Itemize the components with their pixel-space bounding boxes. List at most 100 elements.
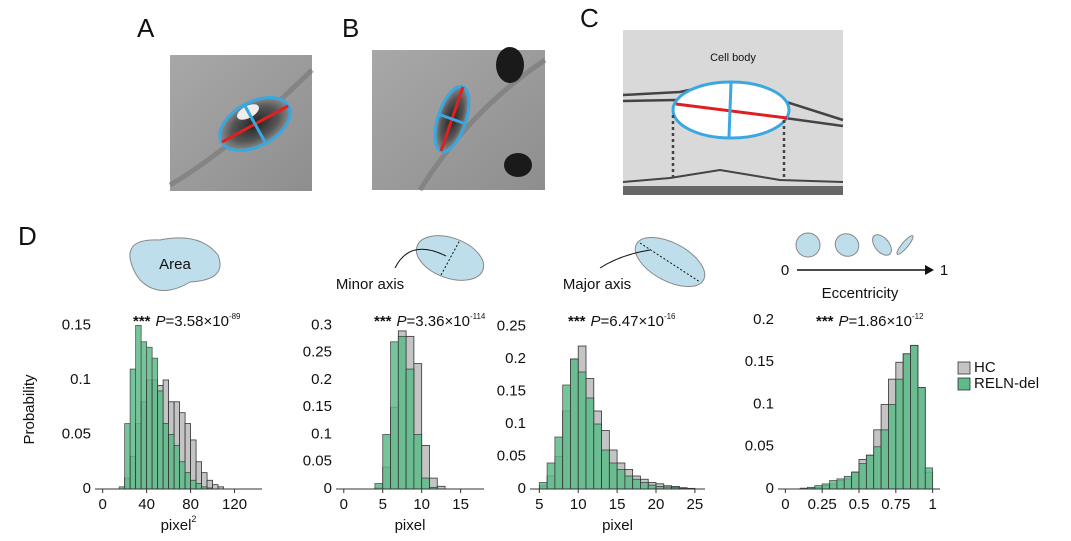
- bar: [570, 358, 579, 490]
- bar: [151, 357, 159, 490]
- y-tick-label: 0.05: [745, 438, 774, 455]
- stars: ***: [133, 313, 151, 330]
- bar: [374, 483, 384, 490]
- series: [538, 358, 688, 490]
- bar: [917, 387, 926, 490]
- y-tick-label: 0.15: [62, 316, 91, 333]
- y-tick-label: 0.2: [505, 350, 526, 367]
- y-tick-label: 0: [518, 480, 526, 497]
- y-tick-label: 0.15: [745, 353, 774, 370]
- bar: [873, 446, 882, 490]
- bar: [562, 384, 571, 490]
- y-tick-label: 0.1: [505, 415, 526, 432]
- bar: [895, 378, 904, 490]
- x-tick-label: 5: [379, 496, 387, 513]
- p-exponent: -89: [229, 312, 241, 321]
- bar: [593, 423, 602, 490]
- y-tick-label: 0: [324, 480, 332, 497]
- bar: [858, 463, 867, 490]
- y-axis-label: Probability: [21, 374, 38, 445]
- x-axis-label-sup: 2: [191, 514, 196, 524]
- bar: [888, 404, 897, 490]
- x-tick-label: 20: [648, 496, 665, 513]
- icon-label: 0: [781, 262, 789, 279]
- p-symbol: P: [156, 313, 166, 330]
- bar: [390, 341, 399, 490]
- y-tick-label: 0.05: [62, 425, 91, 442]
- legend-swatch: [957, 361, 971, 375]
- x-tick-label: 10: [570, 496, 587, 513]
- bar: [146, 346, 153, 490]
- y-tick-label: 0.05: [497, 447, 526, 464]
- bar: [865, 454, 875, 490]
- legend-label: RELN-del: [974, 375, 1039, 392]
- y-tick-label: 0: [766, 480, 774, 497]
- bar: [421, 477, 430, 490]
- cell-diagram: Cell body: [622, 30, 844, 195]
- y-tick-label: 0.1: [753, 395, 774, 412]
- legend-label: HC: [974, 359, 996, 376]
- bar: [902, 353, 911, 490]
- p-symbol: P: [397, 313, 407, 330]
- x-tick-label: 80: [182, 496, 199, 513]
- bar: [157, 390, 164, 490]
- bar: [413, 434, 423, 490]
- p-exponent: -114: [470, 312, 486, 321]
- y-tick-label: 0.15: [497, 382, 526, 399]
- x-tick-label: 0.75: [881, 496, 910, 513]
- bar: [924, 467, 934, 490]
- bar: [190, 479, 197, 490]
- y-tick-label: 0.3: [311, 316, 332, 333]
- icon-label: Minor axis: [336, 276, 404, 293]
- y-tick-label: 0.05: [303, 453, 332, 470]
- series: [118, 325, 213, 490]
- series: [799, 344, 934, 490]
- x-axis-label: pixel: [395, 517, 426, 534]
- x-tick-label: 0.25: [808, 496, 837, 513]
- x-axis-label: pixel2: [161, 514, 197, 534]
- y-tick-label: 0.2: [753, 311, 774, 328]
- bar: [829, 480, 838, 490]
- bar: [640, 482, 649, 490]
- bar: [647, 484, 657, 490]
- icon-label: Major axis: [563, 276, 631, 293]
- x-axis-label-text: pixel: [395, 517, 426, 534]
- p-symbol: P: [591, 313, 601, 330]
- bar: [124, 423, 131, 490]
- y-tick-label: 0.1: [70, 371, 91, 388]
- bar: [173, 444, 180, 490]
- y-tick-label: 0: [83, 480, 91, 497]
- panel-label: A: [137, 13, 155, 43]
- bar: [140, 341, 148, 490]
- panel-label: D: [18, 221, 37, 251]
- p-text: =1.86×10: [849, 313, 912, 330]
- icon-label: Eccentricity: [822, 285, 899, 302]
- x-tick-label: 15: [609, 496, 626, 513]
- bar: [836, 478, 845, 490]
- stars: ***: [374, 313, 392, 330]
- bar: [554, 436, 564, 490]
- bar: [129, 368, 137, 490]
- stars: ***: [568, 313, 586, 330]
- x-tick-label: 40: [138, 496, 155, 513]
- micrograph-b: [372, 47, 547, 192]
- bar: [585, 397, 595, 490]
- x-tick-label: 1: [928, 496, 936, 513]
- y-tick-label: 0.15: [303, 398, 332, 415]
- x-tick-label: 0: [781, 496, 789, 513]
- bar: [195, 483, 202, 490]
- p-text: =3.36×10: [407, 313, 470, 330]
- legend-swatch: [957, 377, 971, 391]
- bar: [880, 429, 889, 490]
- p-symbol: P: [839, 313, 849, 330]
- bar: [546, 462, 556, 490]
- p-text: =6.47×10: [601, 313, 664, 330]
- bar: [212, 484, 219, 490]
- bar: [179, 461, 186, 490]
- bar: [910, 344, 919, 490]
- x-tick-label: 0.5: [849, 496, 870, 513]
- x-tick-label: 0: [340, 496, 348, 513]
- bar: [538, 482, 548, 490]
- bar: [843, 475, 853, 490]
- p-value-annotation: *** P=3.58×10-89: [133, 312, 241, 330]
